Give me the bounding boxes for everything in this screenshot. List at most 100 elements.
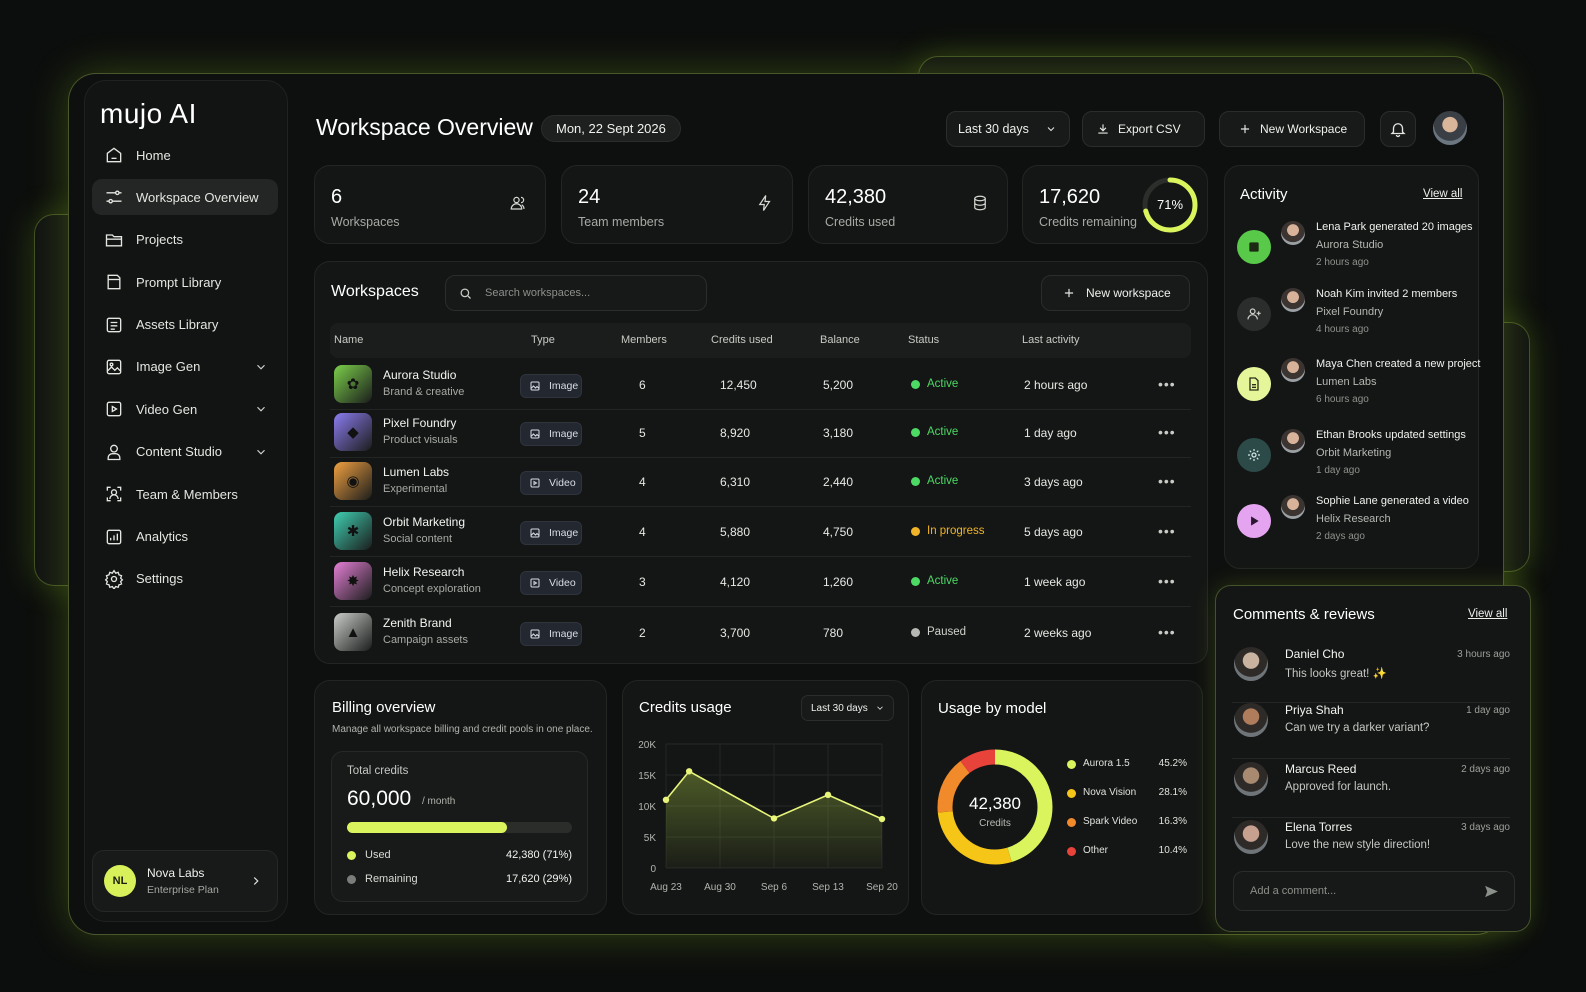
- sidebar-item-label: Analytics: [136, 529, 189, 545]
- data-point[interactable]: [770, 815, 778, 822]
- account-switcher[interactable]: NL Nova Labs Enterprise Plan: [92, 850, 278, 912]
- sidebar-item-label: Home: [136, 147, 171, 163]
- more-options-icon[interactable]: •••: [1158, 523, 1176, 539]
- column-header[interactable]: Name: [334, 334, 364, 346]
- search-input[interactable]: Search workspaces...: [445, 275, 707, 311]
- table-row[interactable]: ◉ Lumen Labs Experimental Video 4 6,310 2,440 A…: [330, 457, 1191, 507]
- export-csv-button[interactable]: Export CSV: [1082, 111, 1205, 147]
- remaining-label: Remaining: [365, 873, 418, 885]
- date-pill: Mon, 22 Sept 2026: [541, 115, 681, 142]
- comment-message: Can we try a darker variant?: [1285, 722, 1430, 734]
- more-options-icon[interactable]: •••: [1158, 573, 1176, 589]
- data-point[interactable]: [824, 791, 832, 799]
- profile-avatar[interactable]: [1433, 111, 1467, 145]
- table-row[interactable]: ✸ Helix Research Concept exploration Video 3…: [330, 557, 1191, 607]
- table-row[interactable]: ✱ Orbit Marketing Social content Image 4 5,88…: [330, 507, 1191, 557]
- data-point[interactable]: [662, 796, 670, 803]
- image-icon: [530, 528, 540, 538]
- sidebar-item-label: Projects: [136, 232, 183, 248]
- activity-view-all-link[interactable]: View all: [1423, 188, 1463, 200]
- data-point[interactable]: [685, 768, 693, 775]
- plus-icon: [1064, 288, 1074, 298]
- sidebar-item-analytics[interactable]: Analytics: [92, 519, 278, 555]
- workspace-name[interactable]: Lumen Labs: [383, 465, 450, 479]
- avatar: NL: [104, 865, 136, 897]
- status-badge: Paused: [911, 626, 966, 638]
- type-label: Video: [549, 577, 576, 589]
- activity-time: 4 hours ago: [1316, 324, 1369, 335]
- chart-range-select[interactable]: Last 30 days: [801, 695, 894, 721]
- more-options-icon[interactable]: •••: [1158, 473, 1176, 489]
- activity-time: 6 hours ago: [1316, 394, 1369, 405]
- more-options-icon[interactable]: •••: [1158, 376, 1176, 392]
- table-row[interactable]: ✿ Aurora Studio Brand & creative Image 6 12,4…: [330, 360, 1191, 410]
- data-point[interactable]: [878, 815, 886, 823]
- status-label: In progress: [927, 525, 985, 537]
- workspace-subtitle: Brand & creative: [383, 386, 465, 398]
- workspace-name[interactable]: Helix Research: [383, 565, 465, 579]
- app-logo[interactable]: mujo AI: [100, 98, 197, 129]
- type-badge: Video: [520, 471, 582, 495]
- credits-ring-label: 71%: [1157, 197, 1183, 212]
- sidebar-item-workspace-overview[interactable]: Workspace Overview: [92, 179, 278, 216]
- table-row[interactable]: ▲ Zenith Brand Campaign assets Image 2 3,700 7…: [330, 608, 1191, 658]
- workspace-name[interactable]: Orbit Marketing: [383, 515, 466, 529]
- sidebar-item-assets-library[interactable]: Assets Library: [92, 307, 278, 343]
- credits-used: 3,700: [720, 626, 751, 640]
- new-workspace-button[interactable]: New workspace: [1041, 275, 1190, 311]
- comment-input[interactable]: Add a comment...: [1233, 871, 1515, 911]
- sidebar-item-prompt-library[interactable]: Prompt Library: [92, 264, 278, 300]
- avatar: [1281, 429, 1305, 453]
- workspace-thumbnail: ✱: [334, 512, 372, 550]
- sidebar-item-video-gen[interactable]: Video Gen: [92, 391, 278, 427]
- more-options-icon[interactable]: •••: [1158, 424, 1176, 440]
- avatar: [1234, 820, 1268, 854]
- list-icon: [106, 317, 122, 332]
- stat-card-credits-remaining: 17,620 Credits remaining 71%: [1022, 165, 1208, 244]
- comment-item[interactable]: Priya Shah Can we try a darker variant? 1 …: [1232, 703, 1510, 759]
- chevron-down-icon[interactable]: [254, 360, 268, 374]
- column-header[interactable]: Credits used: [711, 334, 773, 346]
- image-icon: [530, 429, 540, 439]
- sidebar-item-home[interactable]: Home: [92, 137, 278, 173]
- stat-value: 17,620: [1039, 186, 1101, 208]
- sidebar-item-image-gen[interactable]: Image Gen: [92, 349, 278, 385]
- user-icon: [107, 444, 121, 460]
- members-count: 6: [639, 378, 646, 392]
- activity-time: 1 day ago: [1316, 465, 1360, 476]
- sidebar-item-content-studio[interactable]: Content Studio: [92, 434, 278, 470]
- new-workspace-header-button[interactable]: New Workspace: [1219, 111, 1365, 147]
- comment-item[interactable]: Marcus Reed Approved for launch. 2 days ag…: [1232, 762, 1510, 818]
- notifications-button[interactable]: [1380, 111, 1416, 147]
- stat-label: Credits used: [825, 215, 896, 229]
- table-row[interactable]: ◆ Pixel Foundry Product visuals Image 5 8,920…: [330, 408, 1191, 458]
- comment-item[interactable]: Elena Torres Love the new style direction…: [1232, 820, 1510, 876]
- sidebar-item-team-members[interactable]: Team & Members: [92, 476, 278, 512]
- column-header[interactable]: Members: [621, 334, 667, 346]
- x-tick-label: Aug 30: [704, 882, 736, 893]
- date-range-select[interactable]: Last 30 days: [946, 111, 1070, 147]
- comments-view-all-link[interactable]: View all: [1468, 608, 1508, 620]
- more-options-icon[interactable]: •••: [1158, 624, 1176, 640]
- chevron-down-icon[interactable]: [254, 445, 268, 459]
- sidebar-item-settings[interactable]: Settings: [92, 561, 278, 597]
- workspace-name[interactable]: Pixel Foundry: [383, 416, 457, 430]
- workspace-name[interactable]: Zenith Brand: [383, 616, 452, 630]
- column-header[interactable]: Last activity: [1022, 334, 1080, 346]
- sidebar-item-projects[interactable]: Projects: [92, 222, 278, 258]
- members-count: 3: [639, 575, 646, 589]
- column-header[interactable]: Status: [908, 334, 940, 346]
- total-credits-value: 60,000: [347, 787, 412, 810]
- donut-center-value: 42,380: [969, 794, 1021, 813]
- workspace-name[interactable]: Aurora Studio: [383, 368, 457, 382]
- activity-time: 2 hours ago: [1316, 257, 1369, 268]
- video-icon: [530, 478, 540, 488]
- column-header[interactable]: Type: [531, 334, 555, 346]
- send-icon[interactable]: [1483, 883, 1500, 900]
- sliders-icon: [106, 190, 122, 204]
- column-header[interactable]: Balance: [820, 334, 860, 346]
- legend-value: 10.4%: [1158, 845, 1187, 856]
- comment-item[interactable]: Daniel Cho This looks great! ✨ 3 hours ago: [1232, 647, 1510, 703]
- chevron-down-icon[interactable]: [254, 402, 268, 416]
- sidebar-item-label: Assets Library: [136, 317, 219, 333]
